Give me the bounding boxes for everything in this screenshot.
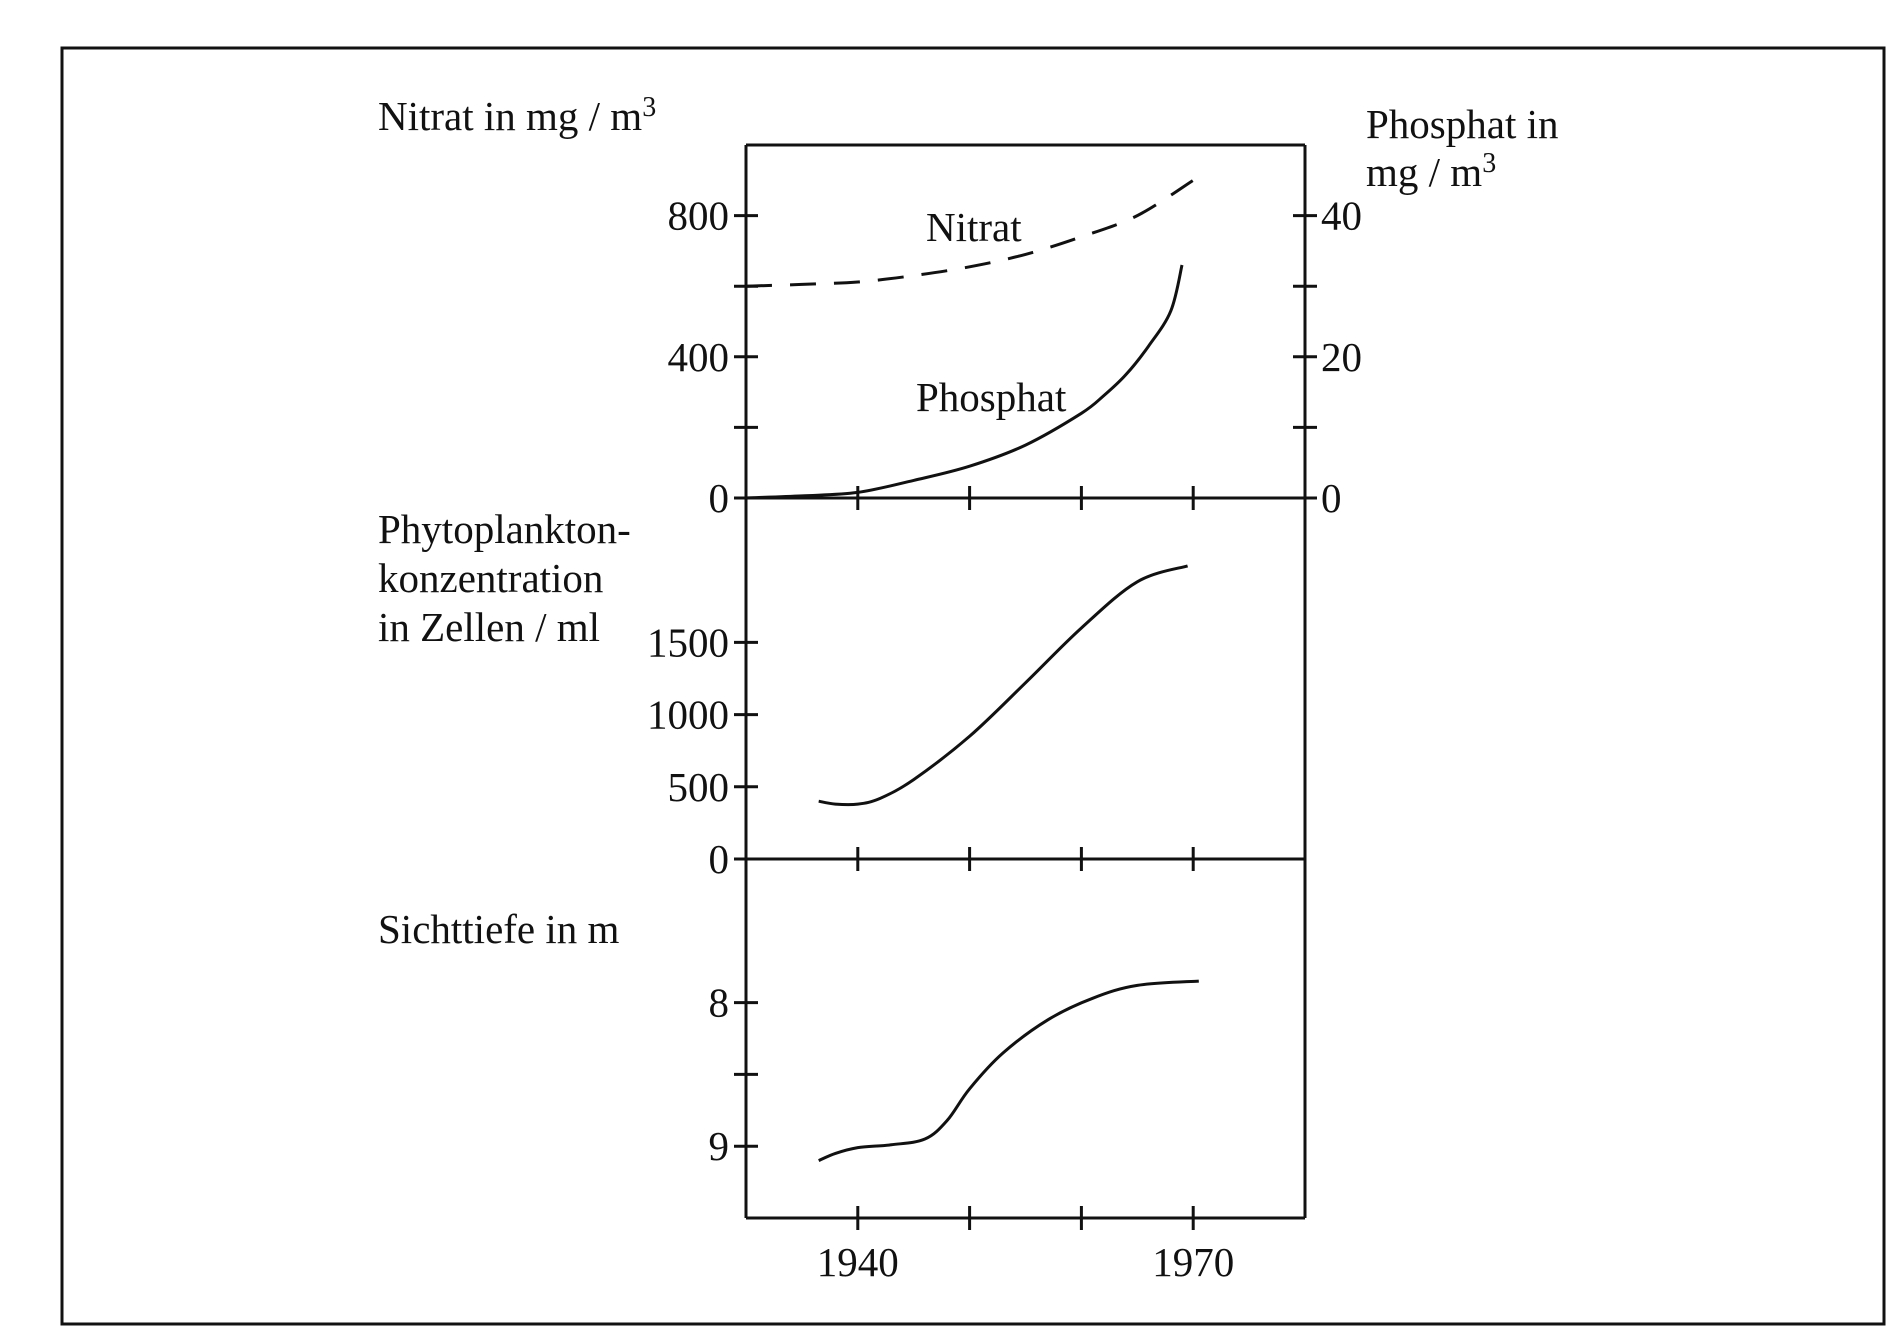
- phyto-tick-label-500: 500: [668, 764, 730, 810]
- phyto-axis-title-line2: konzentration: [378, 555, 603, 601]
- sichttiefe-line: [818, 979, 1199, 1162]
- sichttiefe-tick-label-8: 8: [709, 980, 730, 1026]
- curves-layer: [745, 179, 1199, 1162]
- phytoplankton-line: [818, 564, 1189, 807]
- nitrat-tick-label-800: 800: [668, 193, 730, 239]
- phosphat-axis-title-line2: mg / m3: [1366, 148, 1496, 195]
- x-tick-label-1940: 1940: [817, 1239, 899, 1285]
- phosphat-tick-label-40: 40: [1321, 193, 1362, 239]
- nitrat-series-label: Nitrat: [926, 204, 1022, 250]
- phosphat-tick-label-20: 20: [1321, 334, 1362, 380]
- x-tick-label-1970: 1970: [1152, 1239, 1234, 1285]
- phyto-tick-label-1500: 1500: [647, 619, 729, 665]
- sichttiefe-axis-title: Sichttiefe in m: [378, 906, 620, 952]
- nitrat-tick-label-0: 0: [709, 475, 730, 521]
- phosphat-tick-label-0: 0: [1321, 475, 1342, 521]
- phyto-tick-label-0: 0: [709, 836, 730, 882]
- figure-frame: [60, 46, 1886, 1326]
- nitrat-axis-title: Nitrat in mg / m3: [378, 92, 656, 139]
- nitrat-line: [745, 179, 1195, 288]
- phyto-axis-title-line1: Phytoplankton-: [378, 506, 631, 552]
- phyto-axis-title-line3: in Zellen / ml: [378, 604, 600, 650]
- nitrat-tick-label-400: 400: [668, 334, 730, 380]
- sichttiefe-tick-label-9: 9: [709, 1123, 730, 1169]
- phosphat-axis-title-line1: Phosphat in: [1366, 101, 1559, 147]
- phyto-tick-label-1000: 1000: [647, 692, 729, 738]
- plot-frame: [744, 143, 1307, 1220]
- phosphat-line: [745, 264, 1184, 500]
- phosphat-series-label: Phosphat: [916, 374, 1067, 420]
